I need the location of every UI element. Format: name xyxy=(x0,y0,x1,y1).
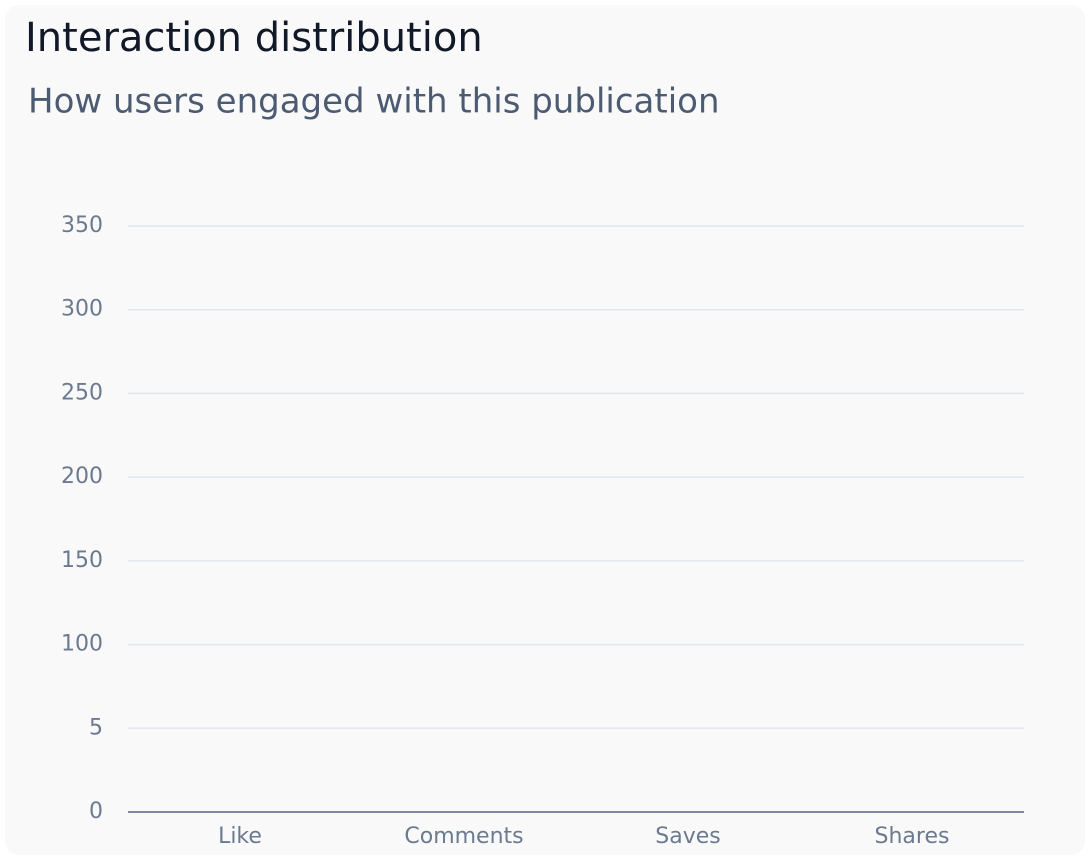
x-tick-label: Shares xyxy=(875,824,950,849)
y-tick-label: 5 xyxy=(89,715,103,740)
y-tick-label: 0 xyxy=(89,799,103,824)
y-tick-label: 150 xyxy=(61,548,103,573)
x-tick-label: Saves xyxy=(655,824,720,849)
card xyxy=(5,5,1085,855)
y-tick-label: 300 xyxy=(61,297,103,322)
y-tick-label: 350 xyxy=(61,213,103,238)
x-tick-label: Comments xyxy=(404,824,523,849)
y-tick-label: 100 xyxy=(61,632,103,657)
chart-subtitle: How users engaged with this publication xyxy=(28,82,720,122)
chart-title: Interaction distribution xyxy=(25,15,483,61)
y-tick-label: 250 xyxy=(61,380,103,405)
y-tick-label: 200 xyxy=(61,464,103,489)
x-tick-label: Like xyxy=(218,824,262,849)
